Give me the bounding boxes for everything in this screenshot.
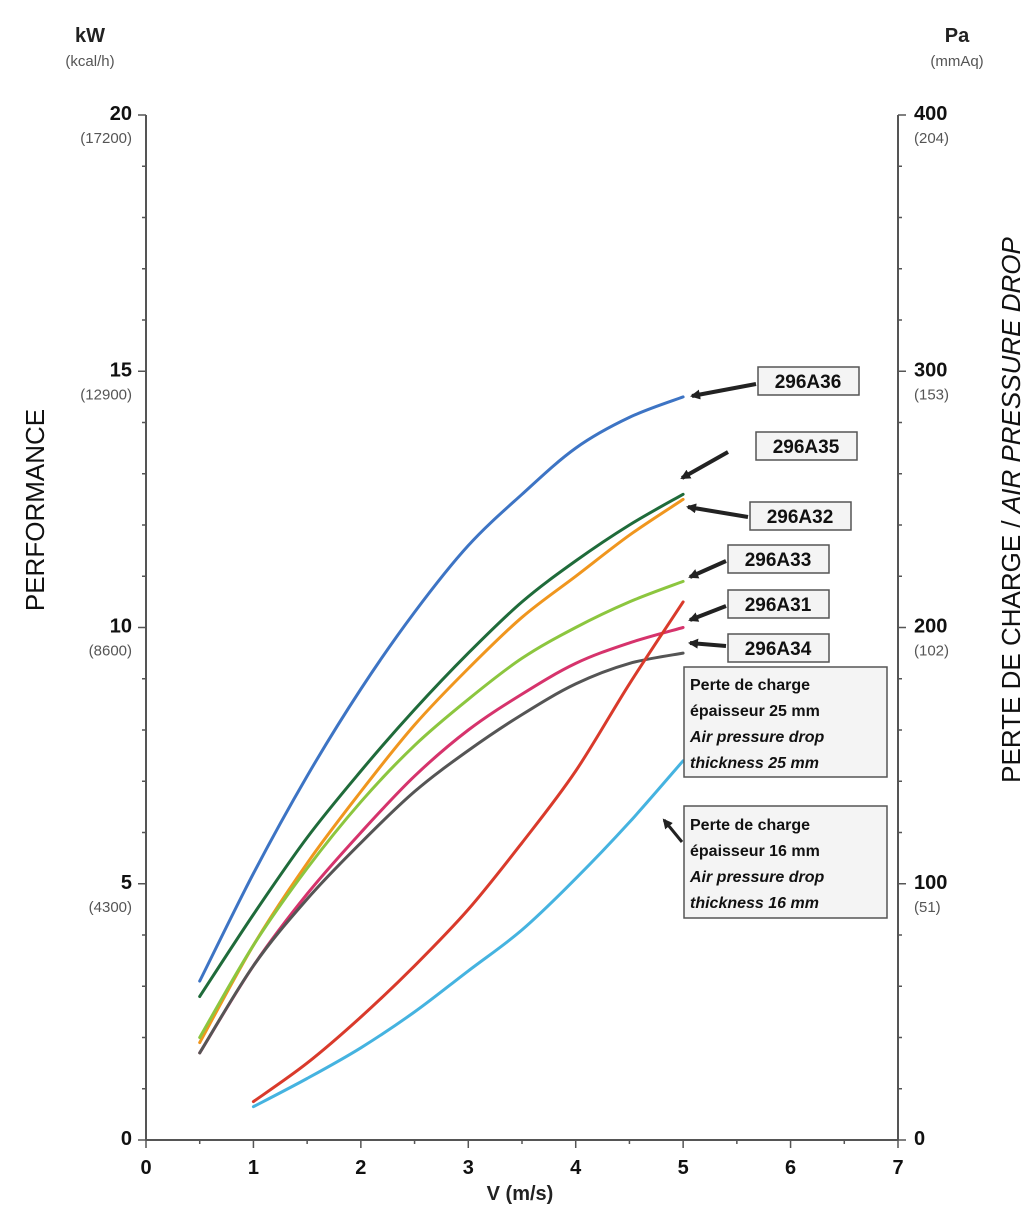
label-296A36: 296A36 — [690, 366, 860, 400]
left-tick-label: 15 — [110, 359, 132, 381]
svg-text:épaisseur 25 mm: épaisseur 25 mm — [690, 703, 820, 720]
svg-text:296A34: 296A34 — [745, 639, 812, 660]
right-axis-title: PERTE DE CHARGE / AIR PRESSURE DROP — [996, 237, 1026, 783]
svg-text:Air pressure drop: Air pressure drop — [689, 729, 824, 746]
arrow-296A35 — [680, 450, 729, 480]
left-tick-label: 5 — [121, 872, 132, 894]
x-tick-label: 5 — [678, 1157, 689, 1179]
left-tick-sublabel: (8600) — [89, 643, 132, 660]
left-axis-title: PERFORMANCE — [20, 409, 50, 611]
right-unit-sub: (mmAq) — [930, 53, 983, 70]
svg-text:thickness 25 mm: thickness 25 mm — [690, 755, 819, 772]
label-296A34: 296A34 — [688, 633, 830, 663]
svg-text:thickness 16 mm: thickness 16 mm — [690, 895, 819, 912]
left-tick-label: 0 — [121, 1128, 132, 1150]
svg-text:296A33: 296A33 — [745, 550, 812, 571]
series-line-296A34 — [198, 651, 685, 1055]
arrow-16mm — [662, 818, 684, 843]
label-296A35: 296A35 — [680, 431, 858, 480]
right-tick-label: 400 — [914, 103, 947, 125]
arrow-296A32 — [686, 503, 749, 519]
left-axis-ticks: 0 5 (4300) 10 (8600) 15 (12900) 20 (17200) — [80, 103, 132, 1150]
left-tick-label: 20 — [110, 103, 132, 125]
label-296A32: 296A32 — [686, 501, 852, 531]
axes — [145, 115, 899, 1141]
series-lines — [198, 395, 685, 1109]
right-tick-sublabel: (153) — [914, 386, 949, 403]
arrow-296A36 — [690, 382, 757, 400]
x-tick-label: 7 — [892, 1157, 903, 1179]
svg-text:Air pressure drop: Air pressure drop — [689, 869, 824, 886]
right-tick-label: 100 — [914, 872, 947, 894]
x-tick-label: 6 — [785, 1157, 796, 1179]
right-tick-sublabel: (51) — [914, 899, 941, 916]
right-tick-label: 300 — [914, 359, 947, 381]
right-axis-ticks: 0 100 (51) 200 (102) 300 (153) 400 (204) — [914, 103, 949, 1150]
x-axis-ticks: 0 1 2 3 4 5 6 7 — [140, 1157, 903, 1179]
svg-text:296A31: 296A31 — [745, 595, 812, 616]
svg-text:296A32: 296A32 — [767, 507, 834, 528]
x-tick-label: 2 — [355, 1157, 366, 1179]
right-tick-sublabel: (102) — [914, 643, 949, 660]
series-line-296A36 — [198, 395, 685, 983]
x-axis-title: V (m/s) — [487, 1183, 554, 1205]
x-tick-label: 4 — [570, 1157, 582, 1179]
left-tick-label: 10 — [110, 616, 132, 638]
right-tick-sublabel: (204) — [914, 130, 949, 147]
x-tick-label: 1 — [248, 1157, 259, 1179]
right-unit-main: Pa — [945, 25, 970, 47]
left-tick-sublabel: (4300) — [89, 899, 132, 916]
svg-text:Perte de charge: Perte de charge — [690, 817, 810, 834]
note-25mm: Perte de charge épaisseur 25 mm Air pres… — [683, 666, 888, 778]
svg-text:296A36: 296A36 — [775, 372, 842, 393]
series-line-296A35 — [198, 492, 685, 998]
series-labels: 296A36 296A35 296A32 296A33 296A31 296A3… — [680, 366, 860, 663]
right-tick-label: 200 — [914, 616, 947, 638]
svg-text:épaisseur 16 mm: épaisseur 16 mm — [690, 843, 820, 860]
note-16mm: Perte de charge épaisseur 16 mm Air pres… — [662, 805, 888, 919]
right-axis-title-italic: AIR PRESSURE DROP — [996, 237, 1026, 516]
label-296A31: 296A31 — [688, 589, 830, 622]
left-unit-main: kW — [75, 25, 105, 47]
minor-ticks — [138, 114, 906, 1148]
series-line-pressure-6 — [251, 600, 685, 1104]
x-tick-label: 3 — [463, 1157, 474, 1179]
arrow-296A34 — [688, 638, 727, 649]
left-tick-sublabel: (17200) — [80, 130, 132, 147]
svg-text:Perte de charge: Perte de charge — [690, 677, 810, 694]
svg-text:296A35: 296A35 — [773, 437, 840, 458]
left-tick-sublabel: (12900) — [80, 386, 132, 403]
series-line-296A33 — [198, 579, 685, 1039]
series-line-pressure-7 — [251, 759, 685, 1109]
label-296A33: 296A33 — [688, 544, 830, 579]
right-tick-label: 0 — [914, 1128, 925, 1150]
right-axis-title-regular: PERTE DE CHARGE / — [996, 513, 1026, 783]
arrow-296A31 — [688, 604, 727, 622]
x-tick-label: 0 — [140, 1157, 151, 1179]
left-unit-sub: (kcal/h) — [65, 53, 114, 70]
arrow-296A33 — [688, 559, 727, 579]
